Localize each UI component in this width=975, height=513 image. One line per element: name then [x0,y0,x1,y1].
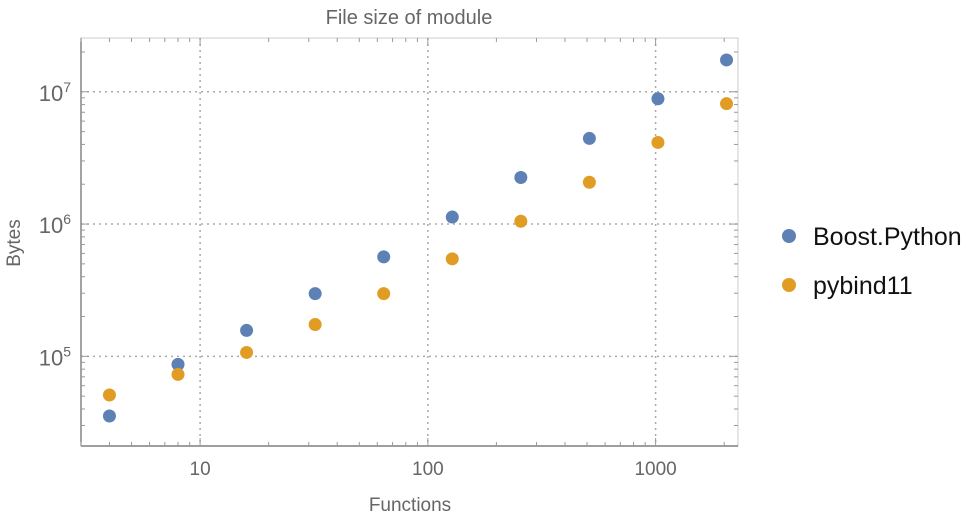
point-pybind11 [651,135,665,149]
point-boost-python [171,357,185,371]
legend: Boost.Python pybind11 [782,223,962,300]
y-tick-label: 107 [39,79,71,106]
point-pybind11 [377,287,391,301]
point-boost-python [377,250,391,264]
point-boost-python [308,287,322,301]
legend-label: Boost.Python [813,223,962,251]
grid [81,38,738,446]
point-boost-python [445,210,459,224]
point-boost-python [102,409,116,423]
point-pybind11 [720,97,734,111]
point-pybind11 [240,345,254,359]
point-pybind11 [171,367,185,381]
y-tick-label: 105 [39,343,71,370]
y-tick-label: 106 [39,211,71,238]
point-boost-python [720,53,734,67]
legend-marker [782,278,796,292]
point-pybind11 [102,388,116,402]
chart-title: File size of module [326,7,493,29]
point-pybind11 [582,175,596,189]
legend-label: pybind11 [813,272,913,300]
x-tick-label: 100 [412,459,444,480]
plot-border [80,37,739,447]
plot-frame [80,37,739,447]
y-axis-label: Bytes [4,219,25,267]
point-pybind11 [308,318,322,332]
points [102,53,734,423]
point-pybind11 [514,214,528,228]
point-pybind11 [445,252,459,266]
point-boost-python [582,131,596,145]
point-boost-python [240,323,254,337]
legend-marker [782,229,796,243]
ticks: 10 100 1000 105 106 107 [39,38,738,480]
point-boost-python [651,92,665,106]
point-boost-python [514,170,528,184]
x-axis-label: Functions [369,495,451,513]
x-tick-label: 1000 [634,459,676,480]
x-tick-label: 10 [190,459,211,480]
